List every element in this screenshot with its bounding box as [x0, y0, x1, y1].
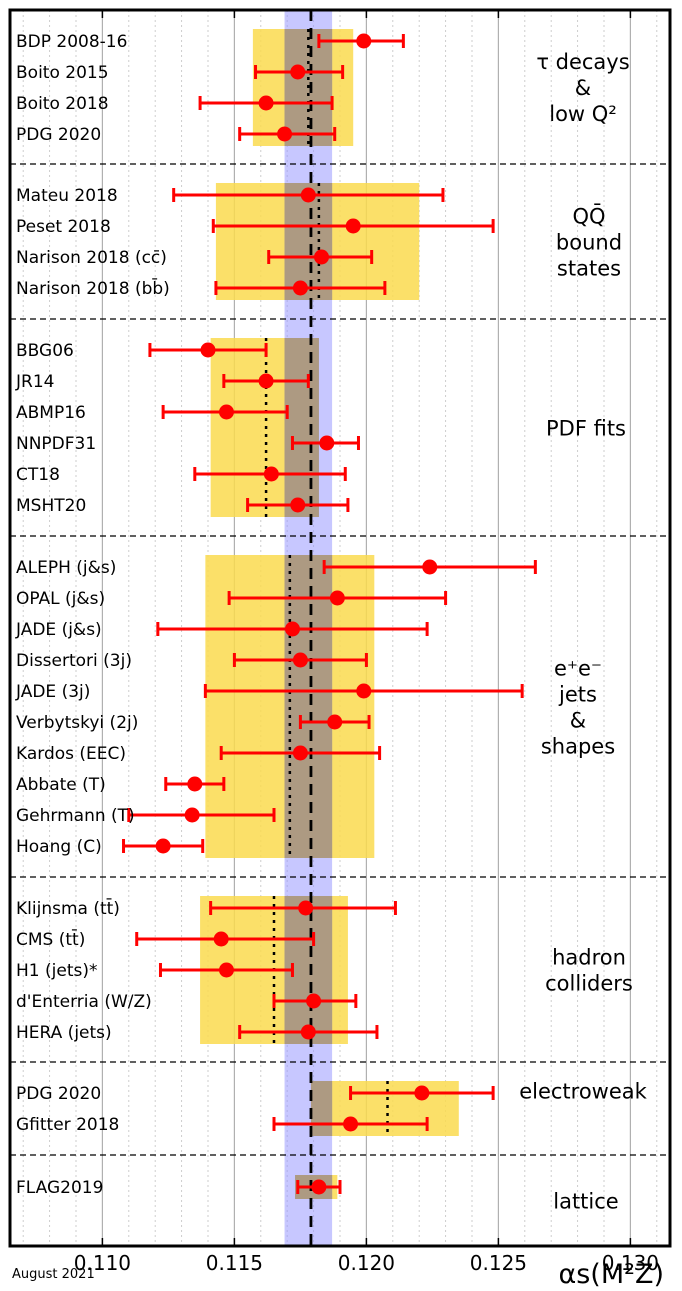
measurement-label: H1 (jets)* — [16, 961, 97, 981]
measurement-label: PDG 2020 — [16, 125, 101, 145]
measurement-label: Boito 2015 — [16, 63, 109, 83]
group-label: τ decays — [536, 50, 629, 74]
measurement-label: Peset 2018 — [16, 217, 111, 237]
band-overlap — [310, 1081, 333, 1136]
measurement-label: MSHT20 — [16, 496, 86, 516]
measurement-labels: BDP 2008-16 Boito 2015 Boito 2018 PDG 2020 M… — [15, 32, 170, 1198]
group-label: states — [557, 257, 621, 281]
group-label: & — [575, 76, 591, 100]
data-point — [277, 126, 293, 142]
group-label: jets — [558, 683, 597, 707]
measurement-label: Gfitter 2018 — [16, 1115, 119, 1135]
data-point — [155, 838, 171, 854]
data-point — [298, 900, 314, 916]
measurement-label: Hoang (C) — [16, 837, 102, 857]
group-label: low Q² — [549, 102, 616, 126]
group-label: hadron — [552, 946, 626, 970]
data-point — [319, 435, 335, 451]
group-label: bound — [556, 231, 622, 255]
measurement-label: Klijnsma (tt̄) — [16, 897, 120, 919]
data-point — [292, 745, 308, 761]
data-point — [290, 64, 306, 80]
band-overlap — [284, 338, 319, 517]
x-axis-label: αs(M²Z) — [558, 1259, 664, 1290]
data-point — [345, 218, 361, 234]
x-tick-label: 0.125 — [470, 1251, 527, 1275]
data-point — [200, 342, 216, 358]
data-point — [258, 95, 274, 111]
data-point — [327, 714, 343, 730]
measurement-label: FLAG2019 — [16, 1178, 103, 1198]
measurement-label: HERA (jets) — [16, 1023, 112, 1043]
measurement-label: OPAL (j&s) — [16, 589, 105, 609]
data-point — [306, 993, 322, 1009]
measurement-label: Mateu 2018 — [16, 186, 118, 206]
data-point — [300, 1024, 316, 1040]
data-point — [213, 931, 229, 947]
data-point — [292, 652, 308, 668]
data-point — [187, 776, 203, 792]
measurement-label: Dissertori (3j) — [16, 651, 132, 671]
data-point — [414, 1085, 430, 1101]
x-tick-label: 0.115 — [206, 1251, 263, 1275]
error-bars — [122, 33, 537, 1195]
data-point — [184, 807, 200, 823]
measurement-label: ALEPH (j&s) — [16, 558, 116, 578]
measurement-label: JADE (j&s) — [15, 620, 102, 640]
group-label: lattice — [553, 1190, 618, 1214]
measurement-label: Abbate (T) — [16, 775, 106, 795]
data-point — [314, 249, 330, 265]
measurement-label: BBG06 — [16, 341, 74, 361]
measurement-label: Verbytskyi (2j) — [16, 713, 138, 733]
measurement-label: CMS (tt̄) — [16, 928, 85, 950]
band-overlap — [284, 555, 333, 858]
measurement-label: Gehrmann (T) — [16, 806, 135, 826]
plot-frame — [8, 8, 672, 1248]
data-point — [356, 683, 372, 699]
measurement-label: CT18 — [16, 465, 60, 485]
data-point — [356, 33, 372, 49]
footer-date: August 2021 — [12, 1267, 95, 1282]
group-label: PDF fits — [546, 417, 626, 441]
data-point — [329, 590, 345, 606]
measurement-label: Kardos (EEC) — [16, 744, 126, 764]
data-point — [343, 1116, 359, 1132]
data-point — [218, 962, 234, 978]
data-point — [258, 373, 274, 389]
measurement-label: Boito 2018 — [16, 94, 109, 114]
group-label: QQ̄ — [572, 204, 605, 229]
measurement-label: Narison 2018 (cc̄) — [16, 248, 167, 268]
group-label: e⁺e⁻ — [554, 657, 602, 681]
data-point — [311, 1179, 327, 1195]
data-point — [263, 466, 279, 482]
measurement-label: BDP 2008-16 — [16, 32, 127, 52]
measurement-label: d'Enterria (W/Z) — [16, 992, 152, 1012]
x-tick-label: 0.120 — [338, 1251, 395, 1275]
x-tick-label: 0.110 — [74, 1251, 131, 1275]
measurement-label: JADE (3j) — [15, 682, 90, 702]
group-label: colliders — [545, 972, 633, 996]
data-point — [422, 559, 438, 575]
data-point — [292, 280, 308, 296]
measurement-label: JR14 — [15, 372, 54, 392]
measurement-label: Narison 2018 (bb̄) — [16, 277, 170, 299]
group-label: & — [570, 709, 586, 733]
data-point — [290, 497, 306, 513]
data-point — [218, 404, 234, 420]
x-tick-label: 0.130 — [602, 1251, 659, 1275]
data-point — [300, 187, 316, 203]
group-band — [310, 1081, 459, 1136]
measurement-label: ABMP16 — [16, 403, 86, 423]
data-point — [284, 621, 300, 637]
group-label: electroweak — [519, 1080, 647, 1104]
group-label: shapes — [541, 735, 615, 759]
group-separators — [10, 163, 670, 1156]
measurement-label: NNPDF31 — [16, 434, 96, 454]
measurement-label: PDG 2020 — [16, 1084, 101, 1104]
